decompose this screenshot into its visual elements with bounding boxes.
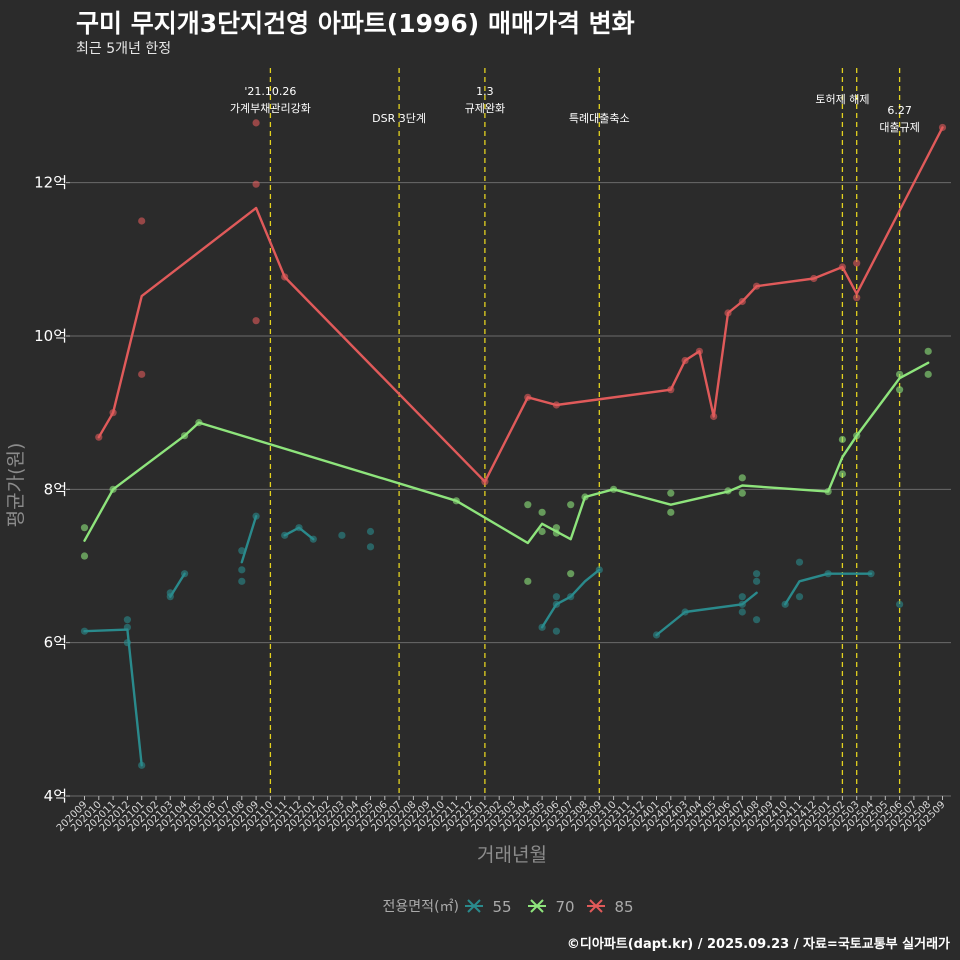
data-point [238, 577, 246, 585]
data-point [795, 593, 804, 601]
data-point [738, 474, 746, 482]
legend-key-cross [530, 899, 544, 913]
chart-subtitle: 최근 5개년 한정 [76, 41, 172, 57]
series-55 [80, 512, 904, 769]
data-point [538, 508, 546, 516]
data-point [252, 180, 260, 188]
data-point [667, 508, 675, 516]
x-axis-ticks: 2020092020102020112020122021012021022021… [55, 796, 948, 834]
data-point [252, 119, 260, 127]
series-line [97, 126, 944, 483]
y-axis-title: 평균가(원) [5, 443, 27, 528]
data-point [366, 527, 375, 536]
data-point [138, 217, 146, 225]
data-point [753, 577, 761, 585]
y-tick-label: 10억 [34, 327, 67, 345]
series-85 [95, 119, 947, 486]
data-point [366, 543, 375, 551]
policy-annotation-text: 가계부채관리강화 [230, 102, 311, 115]
series-line [655, 591, 758, 637]
data-point [738, 489, 746, 497]
policy-annotation-text: DSR 3단계 [372, 112, 426, 125]
data-point [753, 616, 761, 624]
y-tick-label: 8억 [44, 480, 67, 498]
series-line [83, 628, 143, 767]
series-line [83, 361, 930, 545]
data-point [924, 347, 932, 355]
data-point [753, 570, 761, 578]
source-caption: ©디아파트(dapt.kr) / 2025.09.23 / 자료=국토교통부 실… [566, 937, 950, 952]
legend-key-cross [589, 899, 603, 913]
series-70 [80, 347, 932, 585]
policy-annotation-text: 규제완화 [465, 102, 505, 115]
data-point [924, 370, 932, 378]
series-line [784, 572, 873, 606]
data-point [853, 259, 861, 267]
series-line [169, 572, 186, 598]
y-axis-ticks: 4억 6억 8억 10억 12억 [34, 174, 70, 805]
y-tick-label: 4억 [44, 787, 67, 805]
data-point [795, 558, 804, 566]
grid-layer [70, 182, 951, 797]
data-point [138, 370, 146, 378]
legend-label: 85 [614, 898, 633, 916]
data-point [567, 501, 575, 509]
data-point [567, 570, 575, 578]
data-point [338, 531, 346, 539]
data-point [238, 566, 246, 574]
policy-annotation-text: '21.10.26 [244, 85, 296, 98]
data-point [552, 593, 561, 601]
series-line [240, 515, 258, 564]
policy-annotation-text: 토허제 해제 [815, 92, 869, 106]
chart-title: 구미 무지개3단지건영 아파트(1996) 매매가격 변화 [76, 9, 635, 38]
policy-annotation-text: 1.3 [476, 85, 494, 98]
data-point [80, 552, 89, 560]
series-layer [80, 119, 947, 769]
policy-annotation-text: 대출규제 [879, 121, 919, 134]
x-axis-title: 거래년월 [477, 844, 547, 866]
y-tick-label: 12억 [34, 174, 67, 192]
data-point [123, 616, 131, 624]
data-point [838, 470, 847, 478]
legend: 전용면적(㎡) 55 70 85 [383, 898, 634, 916]
data-point [252, 317, 260, 325]
data-point [896, 386, 904, 394]
data-point [838, 435, 847, 444]
legend-label: 55 [492, 898, 511, 916]
data-point [524, 501, 532, 509]
data-point [853, 294, 861, 302]
data-point [738, 608, 746, 616]
data-point [667, 489, 675, 497]
policy-annotation-text: 6.27 [887, 104, 912, 117]
legend-item-55: 55 [465, 898, 512, 916]
policy-annotation-text: 특례대출축소 [569, 112, 630, 125]
policy-lines [269, 68, 901, 796]
y-tick-label: 6억 [44, 634, 67, 652]
data-point [538, 527, 546, 536]
data-point [524, 577, 532, 585]
legend-item-85: 85 [587, 898, 634, 916]
data-point [896, 600, 904, 608]
series-line [540, 568, 601, 629]
data-point [80, 524, 89, 532]
data-point [738, 593, 746, 601]
legend-label: 70 [555, 898, 574, 916]
data-point [552, 627, 561, 635]
legend-key-cross [467, 899, 481, 913]
legend-title: 전용면적(㎡) [383, 899, 459, 915]
legend-item-70: 70 [528, 898, 575, 916]
series-line [283, 526, 315, 541]
